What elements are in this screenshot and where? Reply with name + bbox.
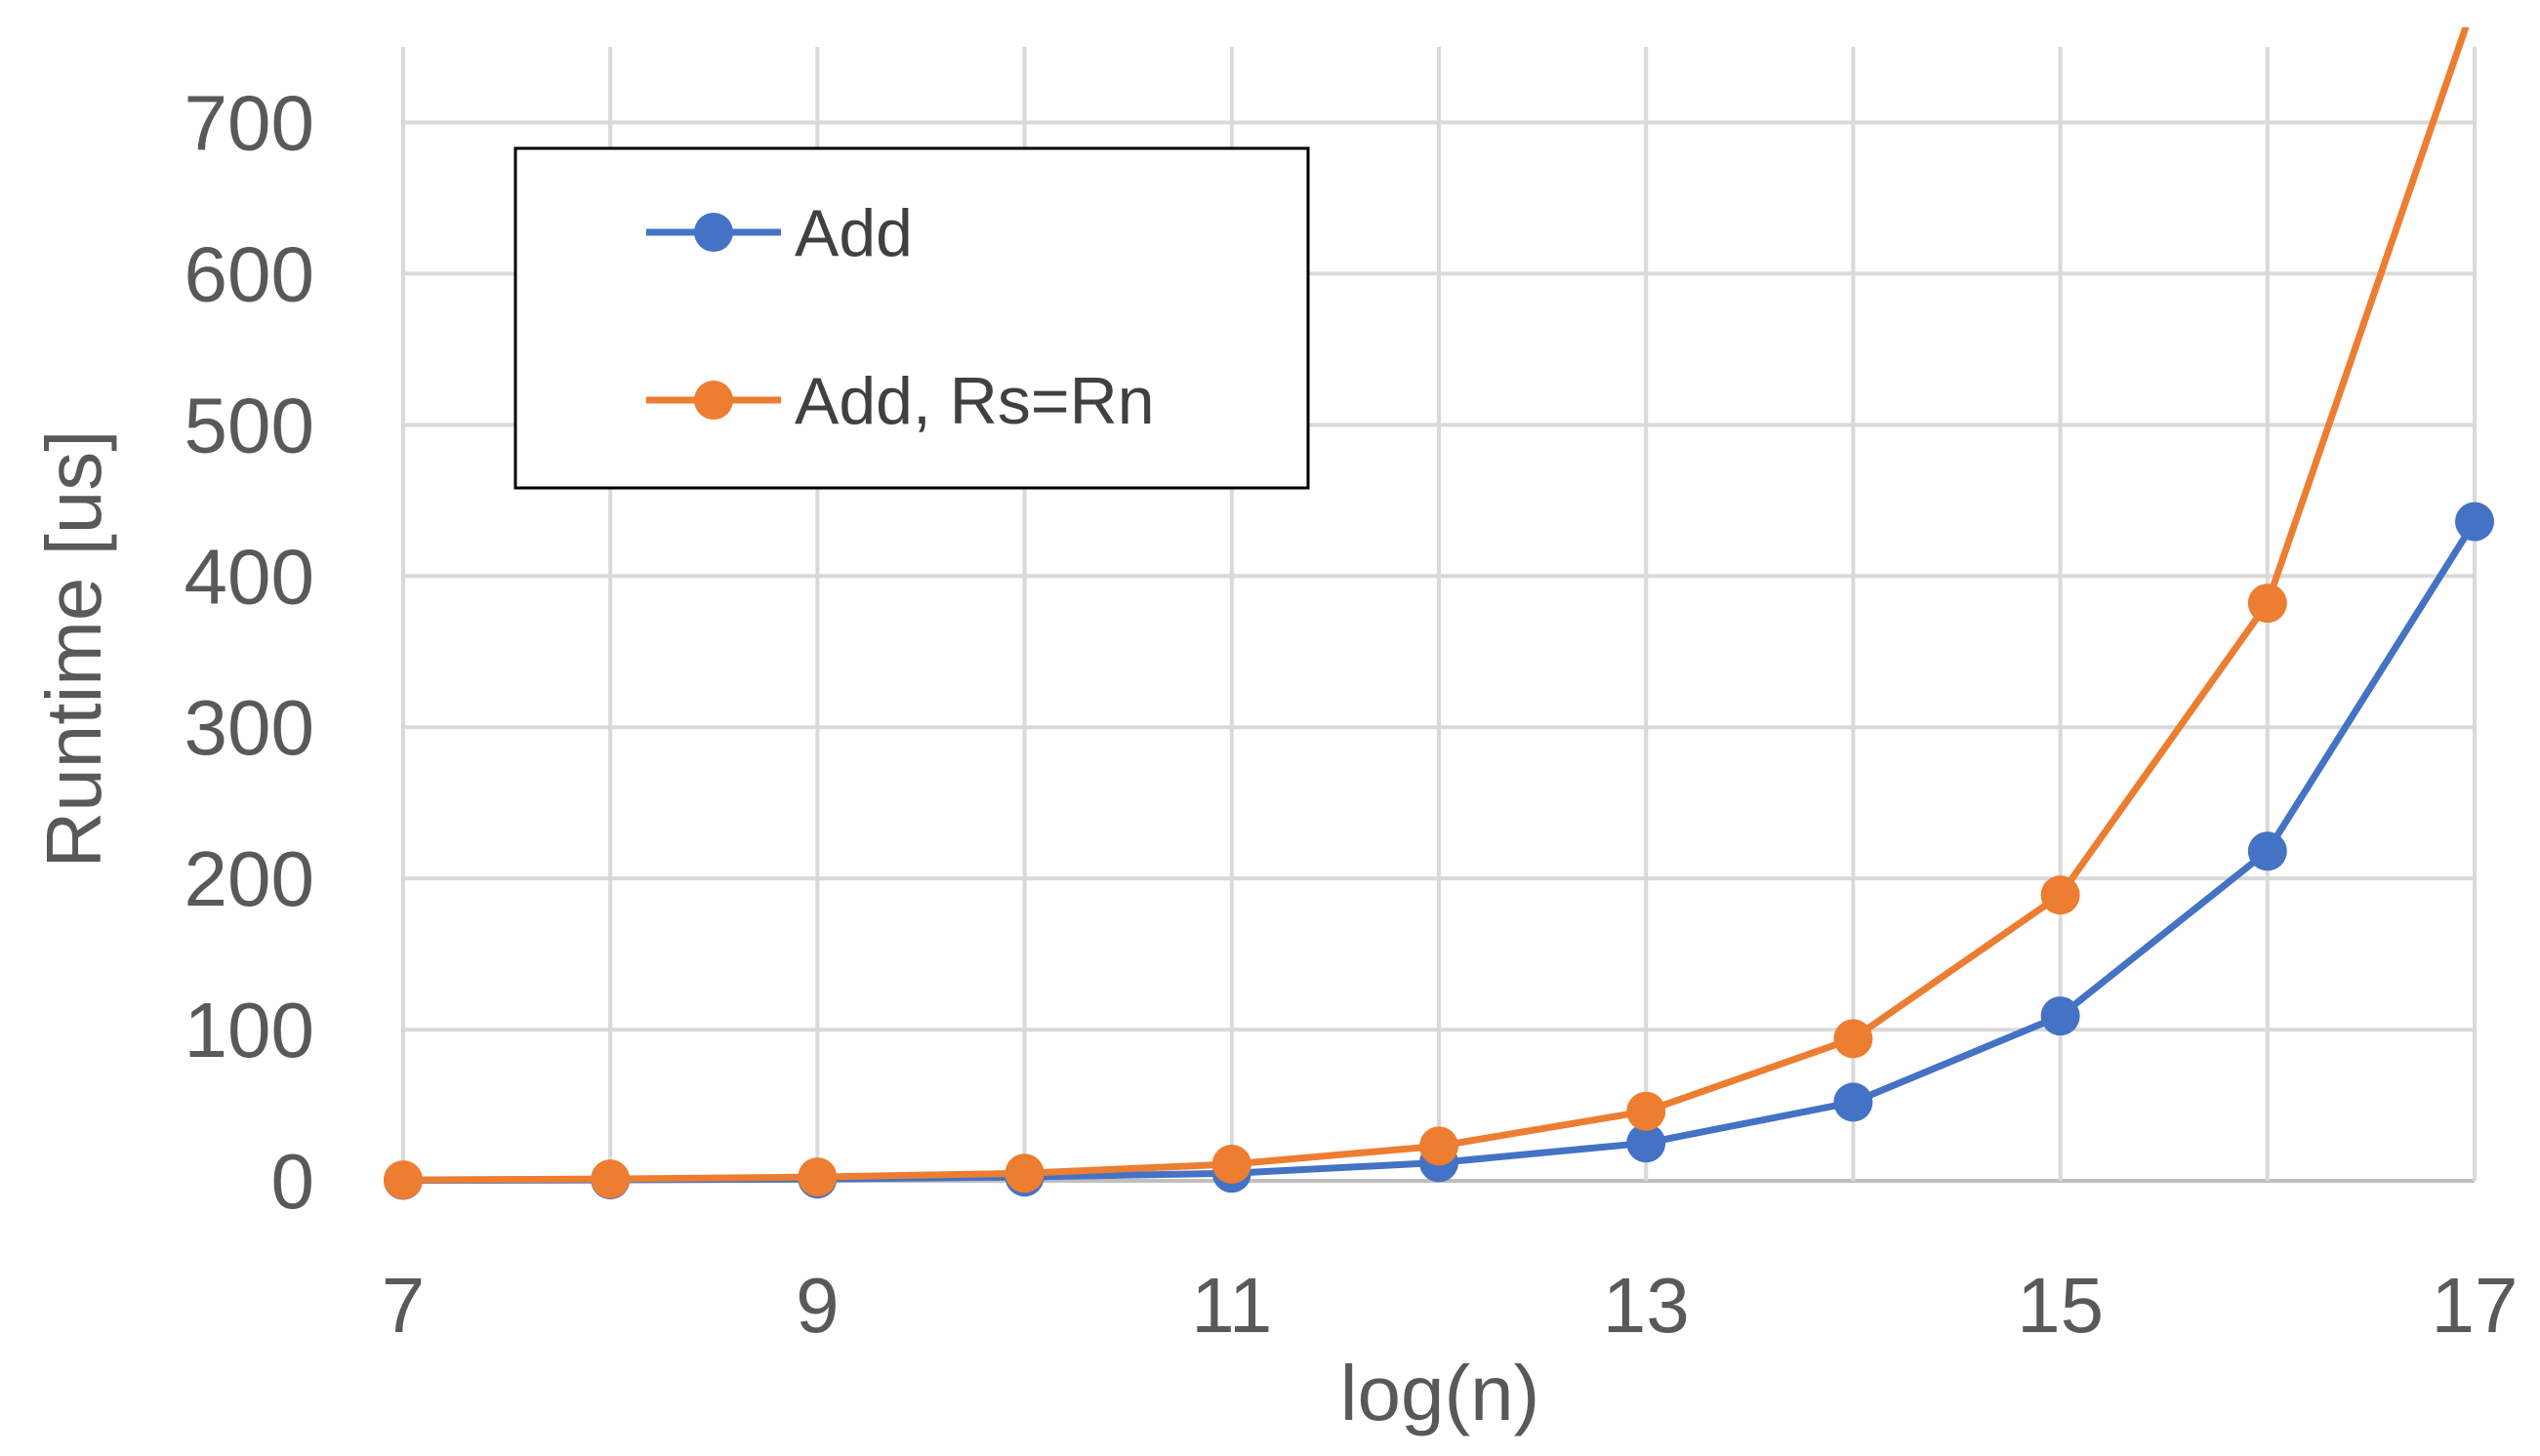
y-tick-label: 600	[184, 230, 314, 317]
x-tick-label: 15	[2017, 1262, 2104, 1349]
legend-swatch-add-marker	[694, 213, 733, 252]
data-point	[1211, 1144, 1251, 1184]
x-tick-labels: 7 9 11 13 15 17	[382, 1262, 2519, 1349]
y-tick-label: 0	[271, 1138, 315, 1225]
y-tick-label: 200	[184, 835, 314, 922]
series-layer	[384, 27, 2494, 1200]
legend-label-add: Add	[795, 196, 913, 270]
data-point	[384, 1160, 423, 1200]
data-point	[1419, 1126, 1458, 1166]
data-point	[1833, 1019, 1873, 1059]
x-tick-label: 11	[1191, 1262, 1272, 1349]
data-point	[2247, 584, 2287, 624]
data-point	[591, 1159, 631, 1199]
x-tick-label: 17	[2432, 1262, 2519, 1349]
y-tick-label: 400	[184, 533, 314, 620]
data-point	[1626, 1123, 1666, 1163]
y-tick-labels: 0 100 200 300 400 500 600 700	[184, 79, 314, 1225]
y-tick-label: 700	[184, 79, 314, 166]
y-tick-label: 300	[184, 684, 314, 771]
legend: Add Add, Rs=Rn	[513, 146, 1310, 490]
y-axis-title: Runtime [us]	[30, 429, 117, 868]
x-axis-title: log(n)	[1340, 1350, 1540, 1436]
data-point	[1833, 1082, 1873, 1122]
x-tick-label: 7	[382, 1262, 426, 1349]
data-point	[2455, 502, 2494, 542]
data-point	[1626, 1091, 1666, 1131]
data-point	[2247, 831, 2287, 871]
data-point	[2040, 996, 2080, 1036]
data-point	[798, 1157, 838, 1197]
legend-label-add-rs-rn: Add, Rs=Rn	[795, 364, 1155, 438]
legend-swatch-add-rs-rn-marker	[694, 381, 733, 420]
y-tick-label: 100	[184, 987, 314, 1073]
series-add-rs-rn	[384, 27, 2470, 1200]
legend-box	[513, 146, 1310, 490]
data-point	[2040, 875, 2080, 915]
y-tick-label: 500	[184, 382, 314, 468]
x-tick-label: 9	[796, 1262, 840, 1349]
x-tick-label: 13	[1603, 1262, 1690, 1349]
data-point	[1004, 1153, 1045, 1193]
